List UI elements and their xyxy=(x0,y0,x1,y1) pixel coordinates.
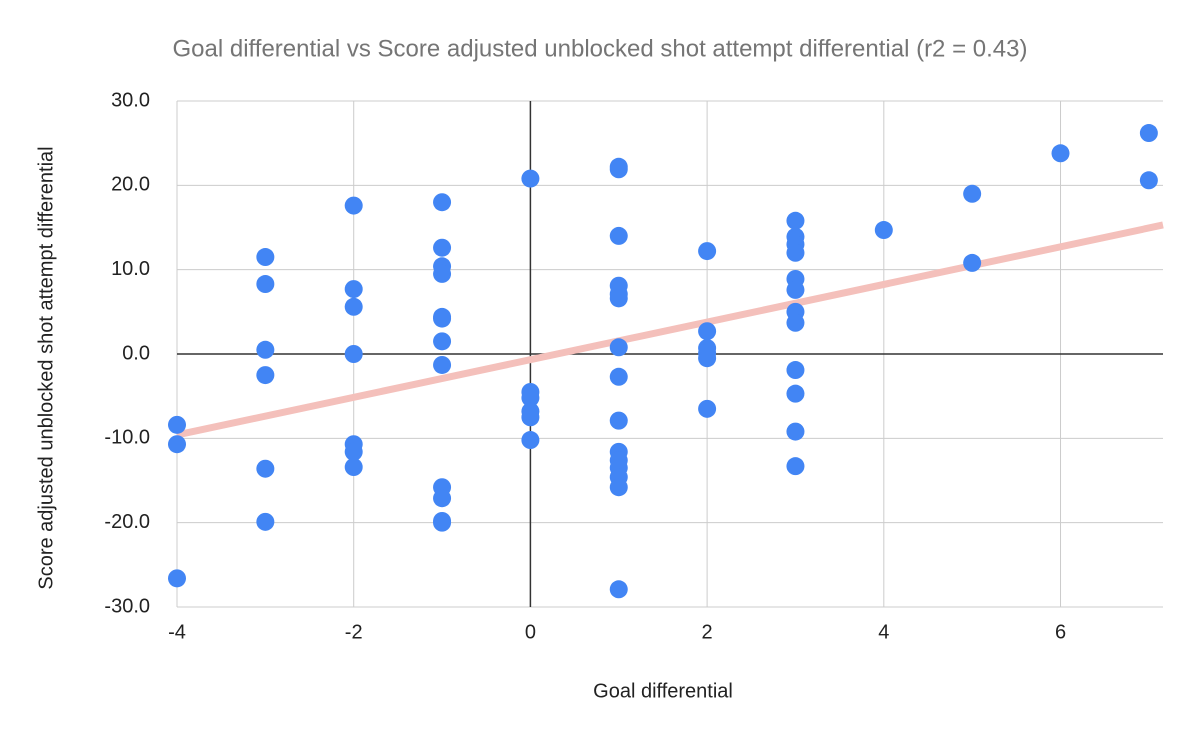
point xyxy=(433,489,452,508)
point xyxy=(1051,144,1070,163)
y-tick-label: 30.0 xyxy=(111,89,150,111)
y-tick-label: 0.0 xyxy=(122,342,150,364)
point xyxy=(256,275,275,294)
y-tick-label: -10.0 xyxy=(104,427,150,449)
point xyxy=(256,512,275,531)
point xyxy=(698,399,717,418)
y-tick-label: -30.0 xyxy=(104,595,150,617)
point xyxy=(344,442,363,461)
point xyxy=(168,569,186,588)
x-tick-label: 0 xyxy=(525,621,536,643)
point xyxy=(609,367,628,386)
point xyxy=(433,309,452,328)
point xyxy=(344,280,363,299)
point xyxy=(433,355,452,374)
point xyxy=(1139,124,1158,143)
point xyxy=(609,160,628,179)
point xyxy=(609,338,628,357)
point xyxy=(786,243,805,262)
point xyxy=(344,297,363,316)
point xyxy=(433,193,452,212)
y-axis-title: Score adjusted unblocked shot attempt di… xyxy=(35,146,57,589)
point xyxy=(168,435,186,454)
point xyxy=(521,388,540,407)
chart-title: Goal differential vs Score adjusted unbl… xyxy=(173,35,1028,62)
x-tick-label: 2 xyxy=(702,621,713,643)
point xyxy=(256,366,275,385)
point xyxy=(609,580,628,599)
point xyxy=(521,408,540,427)
point xyxy=(433,238,452,257)
point xyxy=(698,322,717,341)
point xyxy=(698,349,717,368)
point xyxy=(786,384,805,403)
point xyxy=(786,280,805,299)
x-axis-title: Goal differential xyxy=(593,680,733,702)
point xyxy=(1139,171,1158,190)
y-tick-label: 10.0 xyxy=(111,258,150,280)
point xyxy=(698,242,717,261)
point xyxy=(256,340,275,359)
point xyxy=(786,361,805,380)
x-tick-label: -2 xyxy=(345,621,363,643)
point xyxy=(433,332,452,351)
point xyxy=(963,253,982,272)
point xyxy=(521,431,540,450)
point xyxy=(344,345,363,363)
point xyxy=(609,411,628,430)
point xyxy=(786,211,805,230)
point xyxy=(168,415,186,434)
y-tick-label: -20.0 xyxy=(104,511,150,533)
point xyxy=(786,422,805,441)
point xyxy=(786,457,805,476)
point xyxy=(786,313,805,332)
point xyxy=(609,226,628,245)
point xyxy=(344,458,363,477)
point xyxy=(433,264,452,283)
point xyxy=(433,513,452,532)
point xyxy=(874,221,893,240)
x-tick-label: -4 xyxy=(168,621,186,643)
y-tick-label: 20.0 xyxy=(111,174,150,196)
trendline xyxy=(176,221,1164,439)
point xyxy=(256,248,275,267)
x-tick-label: 4 xyxy=(878,621,889,643)
point xyxy=(521,169,540,188)
point xyxy=(609,289,628,308)
point xyxy=(344,196,363,215)
x-tick-label: 6 xyxy=(1055,621,1066,643)
point xyxy=(609,478,628,497)
point xyxy=(963,184,982,203)
point xyxy=(256,459,275,478)
